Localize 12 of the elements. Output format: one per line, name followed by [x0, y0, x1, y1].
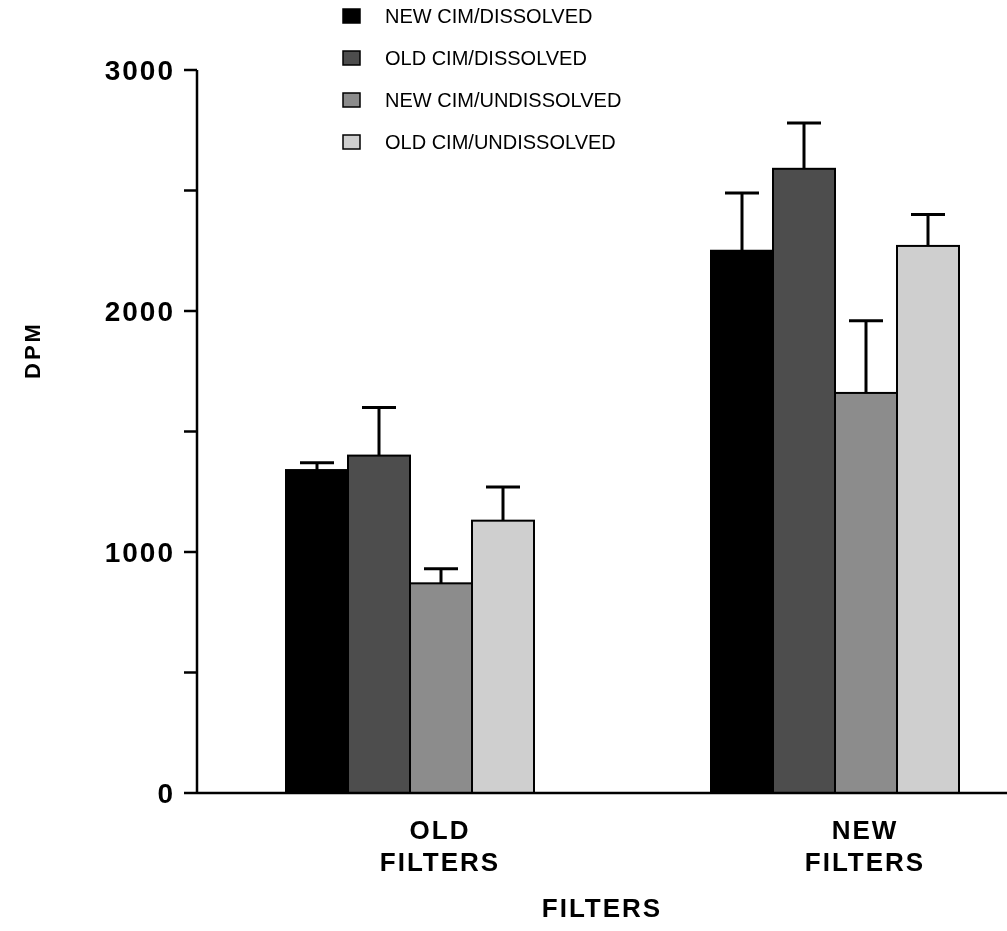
x-tick-label: NEW FILTERS [804, 815, 926, 877]
legend-label: OLD CIM/UNDISSOLVED [385, 131, 616, 154]
y-axis-title: DPM [20, 321, 45, 379]
y-tick-label: 0 [157, 778, 175, 810]
x-tick-label: OLD FILTERS [379, 815, 501, 877]
legend-label: OLD CIM/DISSOLVED [385, 47, 587, 70]
y-tick-label: 1000 [104, 537, 175, 569]
x-axis-title: FILTERS [541, 893, 663, 923]
y-tick-label: 2000 [104, 296, 175, 328]
legend-label: NEW CIM/UNDISSOLVED [385, 89, 622, 112]
legend-label: NEW CIM/DISSOLVED [385, 5, 593, 28]
y-tick-label: 3000 [104, 55, 175, 87]
